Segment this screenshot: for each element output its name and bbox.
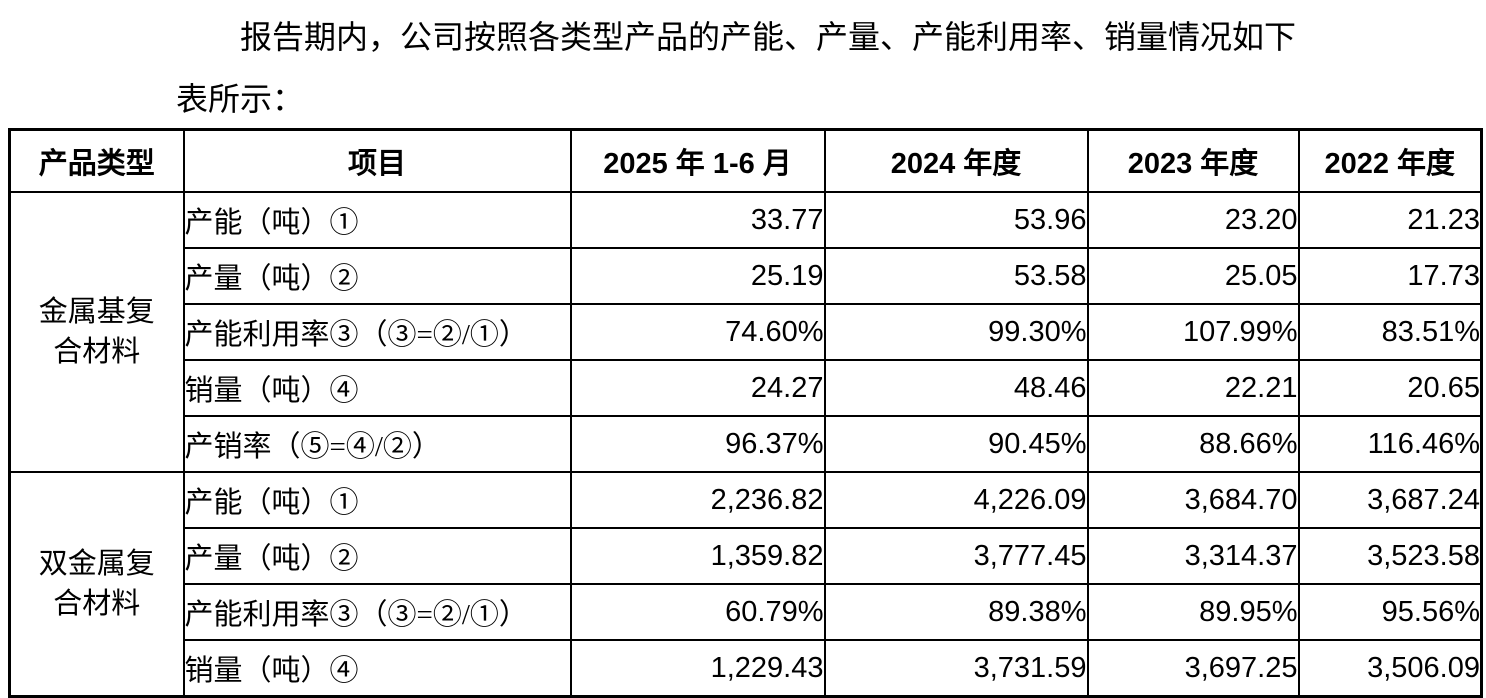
value-cell: 3,731.59 (823, 639, 1089, 698)
table-row: 金属基复 合材料 产能（吨）① 33.77 53.96 23.20 21.23 (8, 191, 1483, 473)
item-cell: 销量（吨）④ (182, 639, 572, 698)
value-cell: 89.38% (823, 583, 1089, 641)
value-cell: 88.66% (1086, 415, 1300, 473)
table-row: 双金属复 合材料 产能（吨）① 2,236.82 4,226.09 3,684.… (8, 471, 1483, 698)
intro-line-1: 报告期内，公司按照各类型产品的产能、产量、产能利用率、销量情况如下 (240, 19, 1297, 55)
item-cell: 产能利用率③（③=②/①） (182, 583, 572, 641)
value-cell: 3,523.58 (1297, 527, 1483, 585)
header-2022: 2022 年度 (1297, 128, 1483, 193)
category-cell-bimetal: 双金属复 合材料 (8, 471, 185, 698)
value-cell: 20.65 (1297, 359, 1483, 417)
table-row: 产销率（⑤=④/②） 96.37% 90.45% 88.66% 116.46% (10, 415, 1483, 473)
table-row: 产能利用率③（③=②/①） 74.60% 99.30% 107.99% 83.5… (10, 303, 1483, 361)
value-cell: 21.23 (1297, 191, 1483, 249)
category-cell-metal-matrix: 金属基复 合材料 (8, 191, 185, 473)
value-cell: 22.21 (1086, 359, 1300, 417)
header-item: 项目 (182, 128, 572, 193)
value-cell: 90.45% (823, 415, 1089, 473)
intro-line-2: 表所示： (176, 81, 305, 117)
table-row: 产能利用率③（③=②/①） 60.79% 89.38% 89.95% 95.56… (10, 583, 1483, 641)
value-cell: 3,314.37 (1086, 527, 1300, 585)
value-cell: 60.79% (569, 583, 826, 641)
header-row: 产品类型 项目 2025 年 1-6 月 2024 年度 2023 年度 202… (8, 128, 1483, 193)
item-cell: 产能（吨）① (182, 471, 572, 529)
value-cell: 107.99% (1086, 303, 1300, 361)
value-cell: 33.77 (569, 191, 826, 249)
value-cell: 2,236.82 (569, 471, 826, 529)
value-cell: 95.56% (1297, 583, 1483, 641)
item-cell: 产量（吨）② (182, 527, 572, 585)
table-row: 销量（吨）④ 1,229.43 3,731.59 3,697.25 3,506.… (10, 639, 1483, 698)
value-cell: 25.19 (569, 247, 826, 305)
value-cell: 3,506.09 (1297, 639, 1483, 698)
capacity-table: 产品类型 项目 2025 年 1-6 月 2024 年度 2023 年度 202… (8, 128, 1483, 698)
item-cell: 产销率（⑤=④/②） (182, 415, 572, 473)
value-cell: 53.96 (823, 191, 1089, 249)
value-cell: 3,687.24 (1297, 471, 1483, 529)
value-cell: 24.27 (569, 359, 826, 417)
value-cell: 4,226.09 (823, 471, 1089, 529)
value-cell: 99.30% (823, 303, 1089, 361)
value-cell: 25.05 (1086, 247, 1300, 305)
value-cell: 89.95% (1086, 583, 1300, 641)
header-2024: 2024 年度 (823, 128, 1089, 193)
value-cell: 96.37% (569, 415, 826, 473)
header-2025h1: 2025 年 1-6 月 (569, 128, 826, 193)
intro-paragraph: 报告期内，公司按照各类型产品的产能、产量、产能利用率、销量情况如下 表所示： (176, 0, 1366, 130)
item-cell: 产量（吨）② (182, 247, 572, 305)
item-cell: 销量（吨）④ (182, 359, 572, 417)
item-cell: 产能利用率③（③=②/①） (182, 303, 572, 361)
value-cell: 3,777.45 (823, 527, 1089, 585)
value-cell: 74.60% (569, 303, 826, 361)
table-row: 销量（吨）④ 24.27 48.46 22.21 20.65 (10, 359, 1483, 417)
value-cell: 17.73 (1297, 247, 1483, 305)
table-row: 产量（吨）② 1,359.82 3,777.45 3,314.37 3,523.… (10, 527, 1483, 585)
table-header: 产品类型 项目 2025 年 1-6 月 2024 年度 2023 年度 202… (8, 128, 1483, 193)
value-cell: 1,229.43 (569, 639, 826, 698)
value-cell: 1,359.82 (569, 527, 826, 585)
value-cell: 23.20 (1086, 191, 1300, 249)
header-product-type: 产品类型 (8, 128, 185, 193)
header-2023: 2023 年度 (1086, 128, 1300, 193)
table-row: 产量（吨）② 25.19 53.58 25.05 17.73 (10, 247, 1483, 305)
table-body: 金属基复 合材料 产能（吨）① 33.77 53.96 23.20 21.23 … (8, 191, 1483, 698)
value-cell: 83.51% (1297, 303, 1483, 361)
value-cell: 53.58 (823, 247, 1089, 305)
value-cell: 3,684.70 (1086, 471, 1300, 529)
value-cell: 3,697.25 (1086, 639, 1300, 698)
value-cell: 48.46 (823, 359, 1089, 417)
item-cell: 产能（吨）① (182, 191, 572, 249)
value-cell: 116.46% (1297, 415, 1483, 473)
